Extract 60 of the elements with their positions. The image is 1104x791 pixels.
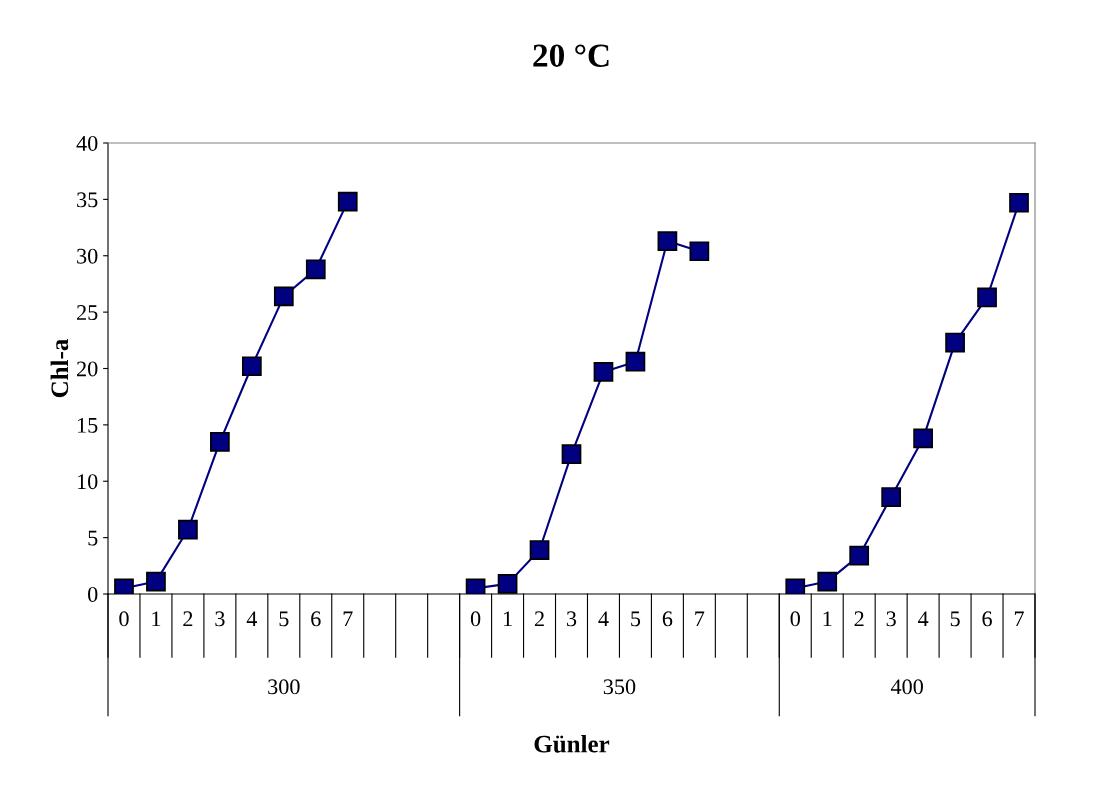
x-tick-label: 5 [950,611,960,627]
y-tick-label: 15 [78,417,98,433]
text: 400 [890,679,923,695]
y-tick-label: 0 [88,586,98,602]
point [146,571,166,592]
y-tick-label: 25 [77,305,98,321]
point [881,487,902,507]
y-tick-label: 5 [88,530,98,546]
point [273,286,294,307]
y-tick-label: 40 [76,135,98,151]
x-tick-label: 7 [1014,611,1024,627]
point [849,545,870,566]
y-tick-label: 30 [77,248,98,264]
chart-title: 20 °C [533,44,609,67]
point [337,191,358,212]
point [689,241,710,262]
point [593,362,614,382]
y-axis-title: Chl-a [50,339,69,398]
point [241,356,262,377]
x-tick-label: 1 [503,611,512,627]
x-tick-label: 4 [918,611,929,627]
point [913,428,933,449]
text: 350 [603,679,636,695]
text: 300 [268,679,300,695]
point [178,519,198,540]
x-tick-label: 2 [183,611,193,627]
x-tick-label: 7 [343,611,353,627]
point [625,351,646,372]
x-tick-label: 1 [823,611,832,627]
x-tick-label: 0 [470,611,481,627]
y-tick-label: 20 [77,361,98,377]
point [497,573,518,594]
x-tick-label: 1 [152,611,161,627]
y-tick-label: 10 [78,474,98,490]
point [529,540,550,560]
point [210,431,230,452]
x-tick-label: 3 [886,611,896,627]
x-tick-label: 6 [982,611,992,627]
x-tick-label: 5 [631,611,641,627]
point [945,332,965,353]
y-tick-label: 35 [77,192,98,208]
x-tick-label: 5 [279,611,289,627]
x-tick-label: 6 [662,611,673,627]
x-tick-label: 7 [695,611,705,627]
x-tick-label: 0 [790,611,800,627]
x-tick-label: 2 [854,611,864,627]
point [1009,192,1029,213]
point [977,287,997,308]
point [305,259,326,280]
x-tick-label: 0 [119,611,129,627]
point [817,571,838,592]
point [561,444,582,465]
x-tick-label: 6 [311,611,321,627]
x-tick-label: 3 [567,611,577,627]
point [657,231,678,251]
x-axis-title: Günler [534,734,610,753]
x-tick-label: 4 [598,611,609,627]
x-tick-label: 2 [534,611,544,627]
x-tick-label: 4 [246,611,258,627]
x-tick-label: 3 [215,611,225,627]
